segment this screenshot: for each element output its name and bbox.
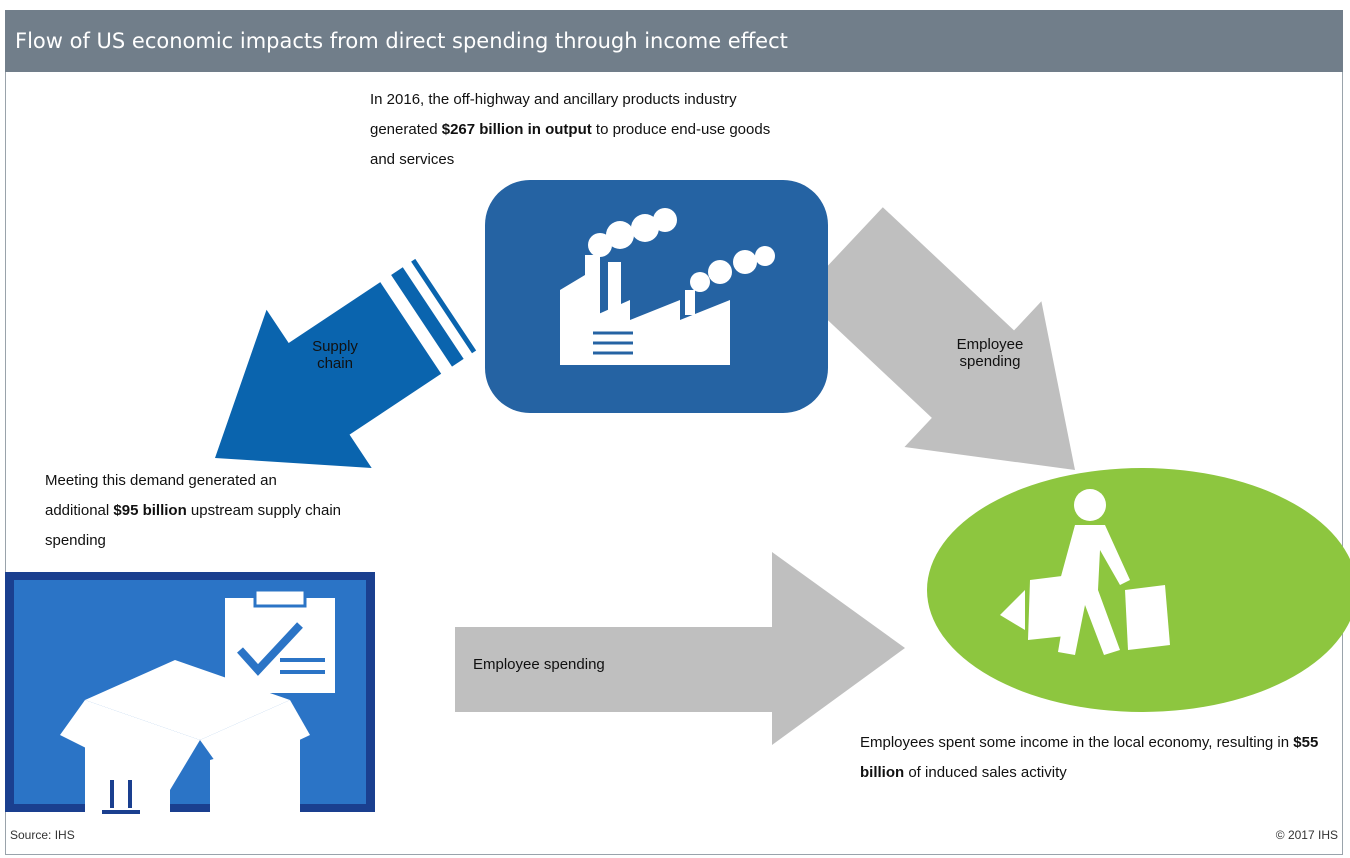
shopper-icon [927, 468, 1350, 712]
text: Meeting this demand generated an additio… [45, 472, 277, 519]
text: In 2016, the off-highway and ancillary p… [370, 91, 737, 138]
copyright: © 2017 IHS [1275, 828, 1338, 842]
text: Employees spent some income in the local… [860, 734, 1294, 751]
highlight: $267 billion in output [441, 121, 592, 138]
text: to produce end-use goods and services [370, 121, 771, 168]
employee-arrow-horizontal [455, 552, 905, 745]
induced-text: Employees spent some income in the local… [860, 728, 1330, 788]
highlight: $55 billion [860, 734, 1319, 781]
source: Source: IHS [10, 828, 75, 842]
arrow-label: Employee spending [956, 336, 1024, 370]
arrow-label: Employee spending [473, 656, 605, 673]
employee-arrow-diagonal [800, 207, 1075, 470]
box-icon [5, 572, 375, 814]
header-title: Flow of US economic impacts from direct … [5, 10, 1343, 72]
text: of induced sales activity [904, 764, 1067, 781]
arrow-label: Supply chain [312, 338, 358, 372]
text: upstream supply chain spending [45, 502, 341, 549]
highlight: $95 billion [113, 502, 187, 519]
supply-text: Meeting this demand generated an additio… [45, 466, 345, 556]
output-text: In 2016, the off-highway and ancillary p… [370, 85, 790, 175]
supply-arrow [215, 258, 477, 468]
factory-icon [485, 180, 828, 413]
